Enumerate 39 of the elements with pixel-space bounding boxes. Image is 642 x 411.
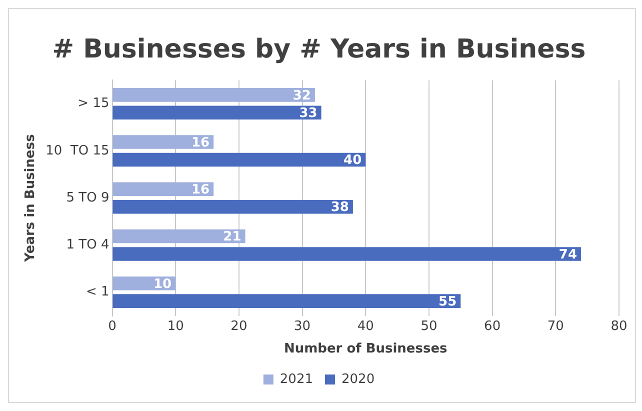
y-axis-title: Years in Business — [23, 134, 38, 263]
x-axis-title: Number of Businesses — [284, 342, 448, 357]
y-tick-label: < 1 — [86, 284, 110, 300]
y-tick-label: > 15 — [78, 96, 110, 112]
data-label: 16 — [192, 182, 210, 198]
data-label: 10 — [154, 276, 172, 292]
data-label: 55 — [438, 294, 457, 310]
data-label: 33 — [299, 106, 318, 121]
data-label: 74 — [558, 247, 577, 262]
bar — [112, 152, 366, 167]
data-label: 40 — [344, 153, 362, 168]
bar — [112, 247, 581, 261]
y-tick-label: 5 TO 9 — [66, 190, 110, 206]
legend-label: 2021 — [280, 372, 314, 387]
x-tick-label: 80 — [610, 318, 628, 334]
chart-title: # Businesses by # Years in Business — [52, 34, 586, 64]
x-tick-label: 30 — [294, 318, 311, 334]
y-tick-label: 10 TO 15 — [46, 143, 110, 158]
bar — [112, 106, 322, 120]
bar — [112, 200, 353, 214]
bar — [112, 135, 214, 149]
x-tick-label: 60 — [484, 318, 501, 334]
bar — [112, 88, 315, 102]
data-label: 32 — [292, 88, 311, 104]
y-tick-label: 1 TO 4 — [66, 237, 110, 252]
legend-label: 2020 — [342, 372, 375, 387]
bar — [112, 276, 176, 290]
data-label: 38 — [330, 200, 349, 216]
x-tick-label: 70 — [547, 318, 564, 334]
x-tick-label: 0 — [108, 318, 116, 334]
x-tick-label: 20 — [230, 318, 248, 334]
x-tick-label: 50 — [420, 318, 438, 334]
x-tick-label: 40 — [357, 318, 374, 334]
data-label: 21 — [223, 230, 242, 245]
bar — [112, 182, 214, 196]
bar — [112, 229, 246, 244]
data-label: 16 — [192, 135, 210, 150]
x-tick-label: 10 — [167, 318, 184, 334]
bar — [112, 294, 461, 308]
